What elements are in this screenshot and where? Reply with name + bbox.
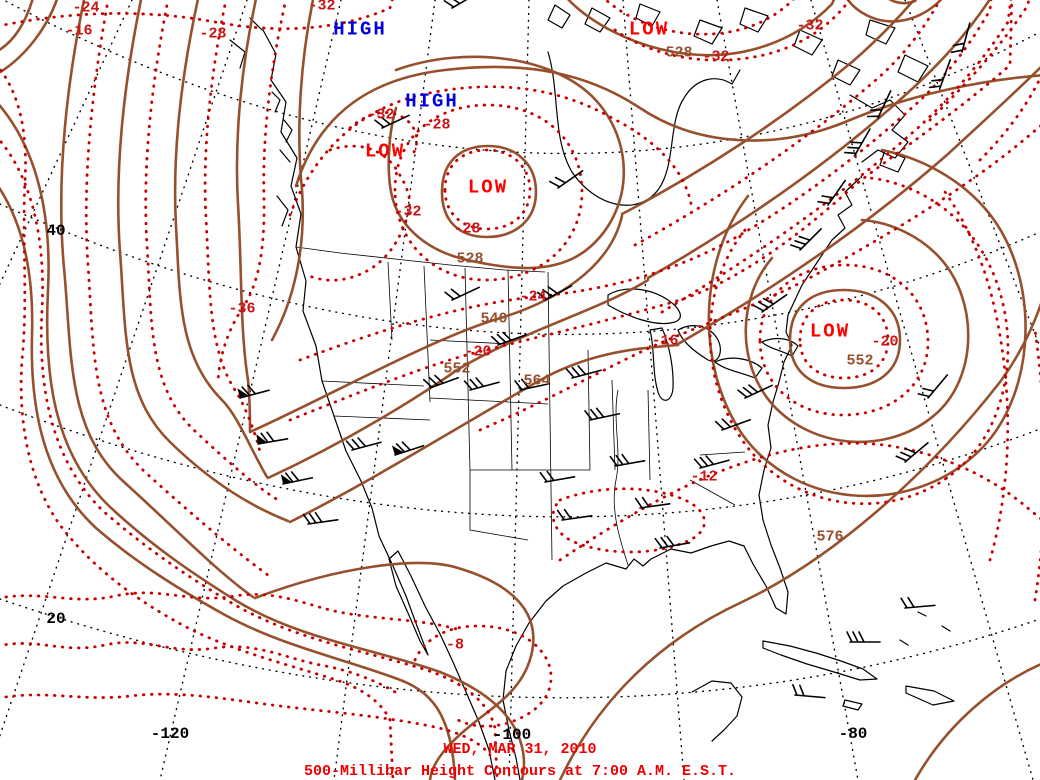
wind-barb [463, 377, 500, 391]
wind-barb [950, 22, 971, 54]
pressure-center-low: LOW [628, 18, 670, 41]
map-date: WED, MAR 31, 2010 [443, 741, 597, 758]
wind-barb [584, 407, 621, 421]
wind-barb [556, 508, 593, 521]
wind-barb [714, 418, 751, 431]
wind-barb [895, 441, 929, 463]
pressure-center-high: HIGH [333, 18, 387, 41]
wind-barb [514, 378, 551, 391]
temp-contour-label: -16 [651, 332, 679, 350]
height-contour-label: 564 [523, 372, 551, 390]
wind-barb [391, 441, 425, 456]
temp-contour-label: -32 [796, 17, 824, 35]
temp-contour-label: -20 [871, 333, 899, 351]
wind-barb [374, 114, 410, 129]
height-contour-label: 528 [665, 44, 693, 62]
wind-barb [844, 128, 871, 156]
wind-barb [753, 293, 788, 313]
temp-contour-label: -32 [702, 48, 730, 66]
coord-contour-label: 40 [46, 222, 66, 240]
coord-contour-label: 20 [46, 610, 66, 628]
height-contour-label: 552 [443, 360, 471, 378]
map-title: 500-Millibar Height Contours at 7:00 A.M… [303, 763, 737, 780]
wind-barb [539, 470, 576, 483]
temp-contour-label: -28 [199, 25, 227, 43]
wind-barb [737, 384, 773, 399]
wind-barb [817, 179, 847, 206]
temp-contour-label: -32 [367, 106, 395, 124]
pressure-center-low: LOW [364, 140, 406, 163]
temp-contour-label: -36 [228, 300, 256, 318]
height-contour-label: 576 [816, 528, 844, 546]
temp-contour-label: -24 [519, 288, 547, 306]
pressure-center-high: HIGH [405, 90, 459, 113]
temp-contour-label: -24 [72, 0, 100, 17]
coord-contour-label: -120 [150, 725, 190, 743]
wind-barb [792, 683, 826, 699]
wind-barb [846, 631, 881, 643]
temp-contour-label: -28 [453, 220, 481, 238]
temp-contour-label: -32 [308, 0, 336, 15]
height-contour-label: 552 [846, 352, 874, 370]
wind-barb [549, 169, 584, 189]
wind-barb [928, 59, 952, 89]
wind-barb [917, 374, 949, 399]
wind-barb [422, 374, 459, 389]
height-contour-label: 528 [456, 250, 484, 268]
temp-contour-label: -16 [65, 22, 93, 40]
coord-contour-label: -100 [492, 726, 532, 744]
wind-barb [256, 431, 289, 445]
wind-barb [654, 535, 691, 549]
pressure-center-low: LOW [809, 320, 851, 343]
wind-barb-layer [237, 0, 971, 699]
coord-contour-label: -80 [838, 725, 868, 743]
wind-barb [443, 0, 479, 9]
wind-barb [536, 285, 573, 301]
temp-contour-label: -20 [464, 343, 492, 361]
temp-contour-label: -28 [423, 116, 451, 134]
wind-barb [302, 512, 339, 525]
wind-barb [634, 496, 671, 509]
wind-barb [444, 286, 480, 301]
wind-barb [866, 90, 892, 119]
wind-barb [345, 437, 382, 451]
wind-barb [693, 455, 730, 469]
wind-barb [280, 471, 314, 485]
height-contour-label: 540 [480, 310, 508, 328]
wind-barb [490, 331, 527, 346]
pressure-center-low: LOW [467, 176, 509, 199]
wind-barb [237, 384, 270, 399]
temp-contour-label: -32 [394, 203, 422, 221]
wind-barb [609, 453, 646, 467]
temp-contour-label: -8 [445, 636, 465, 654]
wind-barb [900, 596, 936, 609]
wind-barb [565, 365, 602, 379]
wind-barb [790, 227, 823, 251]
temp-contour-label: -12 [690, 468, 718, 486]
